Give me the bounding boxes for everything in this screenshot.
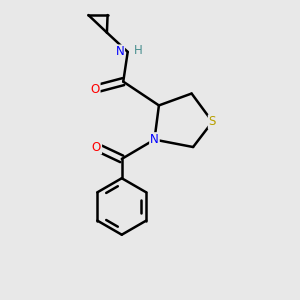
Text: S: S: [209, 115, 216, 128]
Text: O: O: [92, 140, 101, 154]
Text: N: N: [150, 133, 159, 146]
Text: N: N: [116, 45, 124, 58]
Text: H: H: [134, 44, 143, 57]
Text: O: O: [90, 82, 100, 96]
